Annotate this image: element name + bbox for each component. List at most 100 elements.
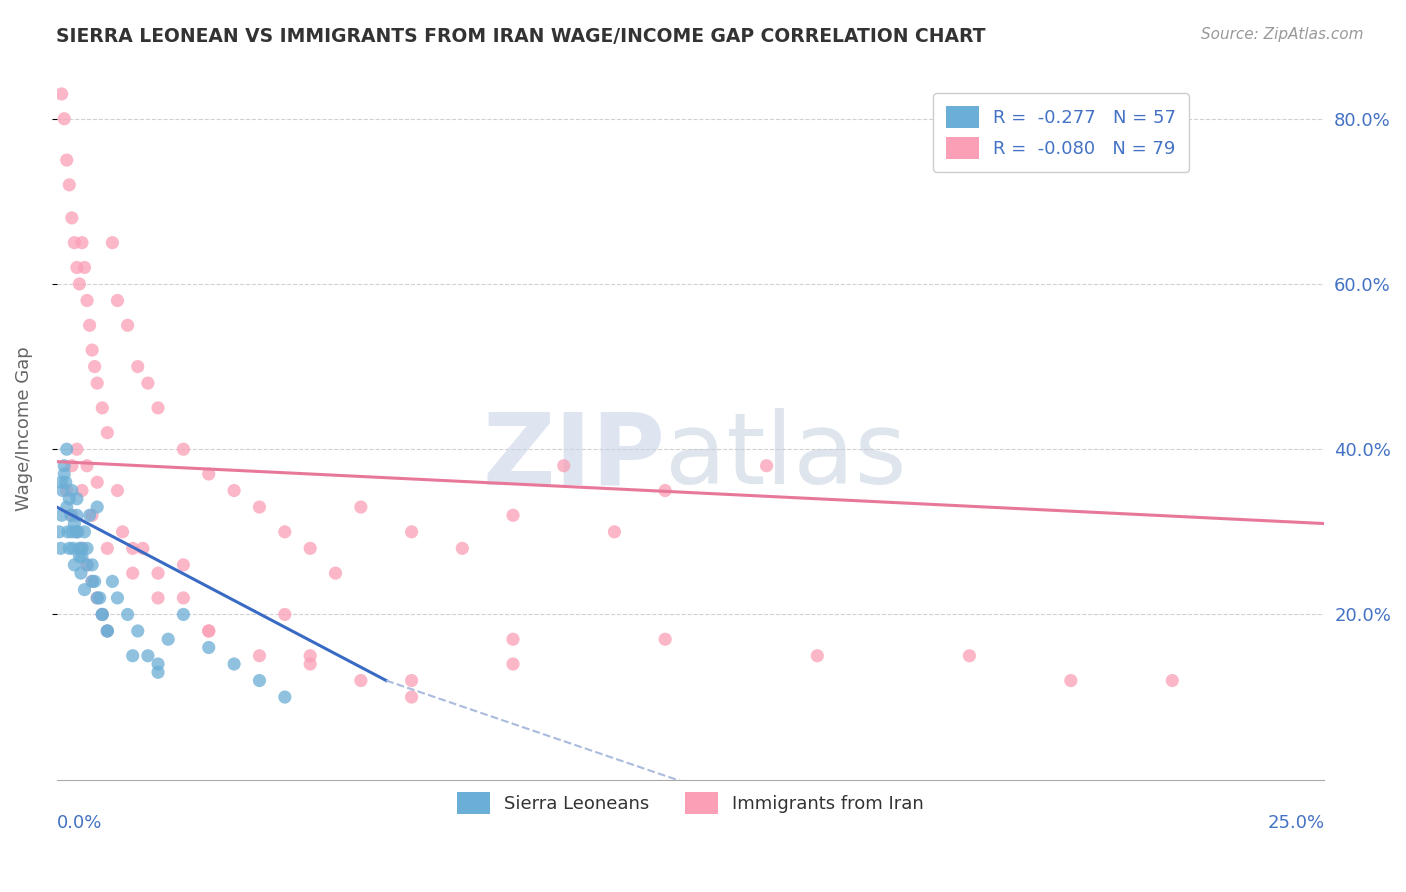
Point	[55, 500, 77, 514]
Point	[66, 524, 89, 539]
Text: 0.0%: 0.0%	[56, 814, 103, 832]
Point	[83, 574, 105, 589]
Point	[451, 541, 474, 556]
Point	[79, 508, 101, 523]
Point	[86, 376, 108, 391]
Point	[66, 260, 89, 275]
Point	[66, 442, 89, 457]
Text: 25.0%: 25.0%	[1267, 814, 1324, 832]
Text: ZIP: ZIP	[482, 409, 665, 505]
Point	[53, 458, 76, 473]
Point	[401, 690, 423, 704]
Point	[553, 458, 575, 473]
Point	[111, 524, 134, 539]
Point	[350, 673, 373, 688]
Point	[502, 632, 524, 647]
Point	[76, 541, 98, 556]
Point	[197, 624, 219, 638]
Point	[146, 657, 169, 671]
Point	[249, 648, 271, 663]
Point	[76, 458, 98, 473]
Point	[132, 541, 155, 556]
Point	[55, 153, 77, 167]
Point	[146, 566, 169, 581]
Point	[76, 293, 98, 308]
Point	[76, 558, 98, 572]
Point	[299, 657, 322, 671]
Point	[70, 566, 93, 581]
Point	[82, 343, 104, 357]
Point	[96, 624, 118, 638]
Point	[51, 475, 73, 490]
Point	[325, 566, 347, 581]
Point	[91, 607, 114, 622]
Point	[197, 624, 219, 638]
Point	[654, 632, 676, 647]
Text: atlas: atlas	[665, 409, 907, 505]
Point	[70, 549, 93, 564]
Point	[58, 541, 80, 556]
Point	[60, 211, 83, 225]
Point	[249, 500, 271, 514]
Point	[63, 558, 86, 572]
Point	[79, 318, 101, 333]
Point	[60, 483, 83, 498]
Point	[101, 574, 124, 589]
Point	[107, 293, 129, 308]
Point	[59, 508, 82, 523]
Legend: Sierra Leoneans, Immigrants from Iran: Sierra Leoneans, Immigrants from Iran	[444, 780, 936, 827]
Point	[83, 359, 105, 374]
Point	[91, 607, 114, 622]
Text: Source: ZipAtlas.com: Source: ZipAtlas.com	[1201, 27, 1364, 42]
Point	[86, 475, 108, 490]
Point	[136, 648, 159, 663]
Point	[299, 648, 322, 663]
Point	[66, 524, 89, 539]
Point	[51, 87, 73, 101]
Point	[70, 541, 93, 556]
Point	[1161, 673, 1184, 688]
Point	[91, 607, 114, 622]
Point	[101, 235, 124, 250]
Point	[249, 673, 271, 688]
Point	[70, 235, 93, 250]
Point	[62, 541, 84, 556]
Point	[56, 524, 79, 539]
Point	[401, 524, 423, 539]
Point	[299, 541, 322, 556]
Point	[49, 541, 72, 556]
Point	[127, 359, 149, 374]
Point	[53, 112, 76, 126]
Point	[86, 591, 108, 605]
Point	[197, 467, 219, 481]
Point	[63, 516, 86, 531]
Point	[197, 640, 219, 655]
Point	[127, 624, 149, 638]
Point	[146, 591, 169, 605]
Point	[96, 425, 118, 440]
Point	[172, 607, 194, 622]
Point	[654, 483, 676, 498]
Point	[401, 673, 423, 688]
Point	[274, 524, 297, 539]
Point	[73, 582, 96, 597]
Point	[82, 574, 104, 589]
Point	[502, 508, 524, 523]
Point	[96, 541, 118, 556]
Point	[350, 500, 373, 514]
Point	[52, 483, 75, 498]
Point	[1060, 673, 1083, 688]
Point	[60, 524, 83, 539]
Point	[67, 549, 90, 564]
Point	[58, 178, 80, 192]
Point	[117, 607, 139, 622]
Point	[146, 401, 169, 415]
Point	[67, 541, 90, 556]
Point	[76, 558, 98, 572]
Point	[73, 260, 96, 275]
Point	[51, 508, 73, 523]
Point	[55, 475, 77, 490]
Point	[48, 524, 70, 539]
Point	[96, 624, 118, 638]
Point	[603, 524, 626, 539]
